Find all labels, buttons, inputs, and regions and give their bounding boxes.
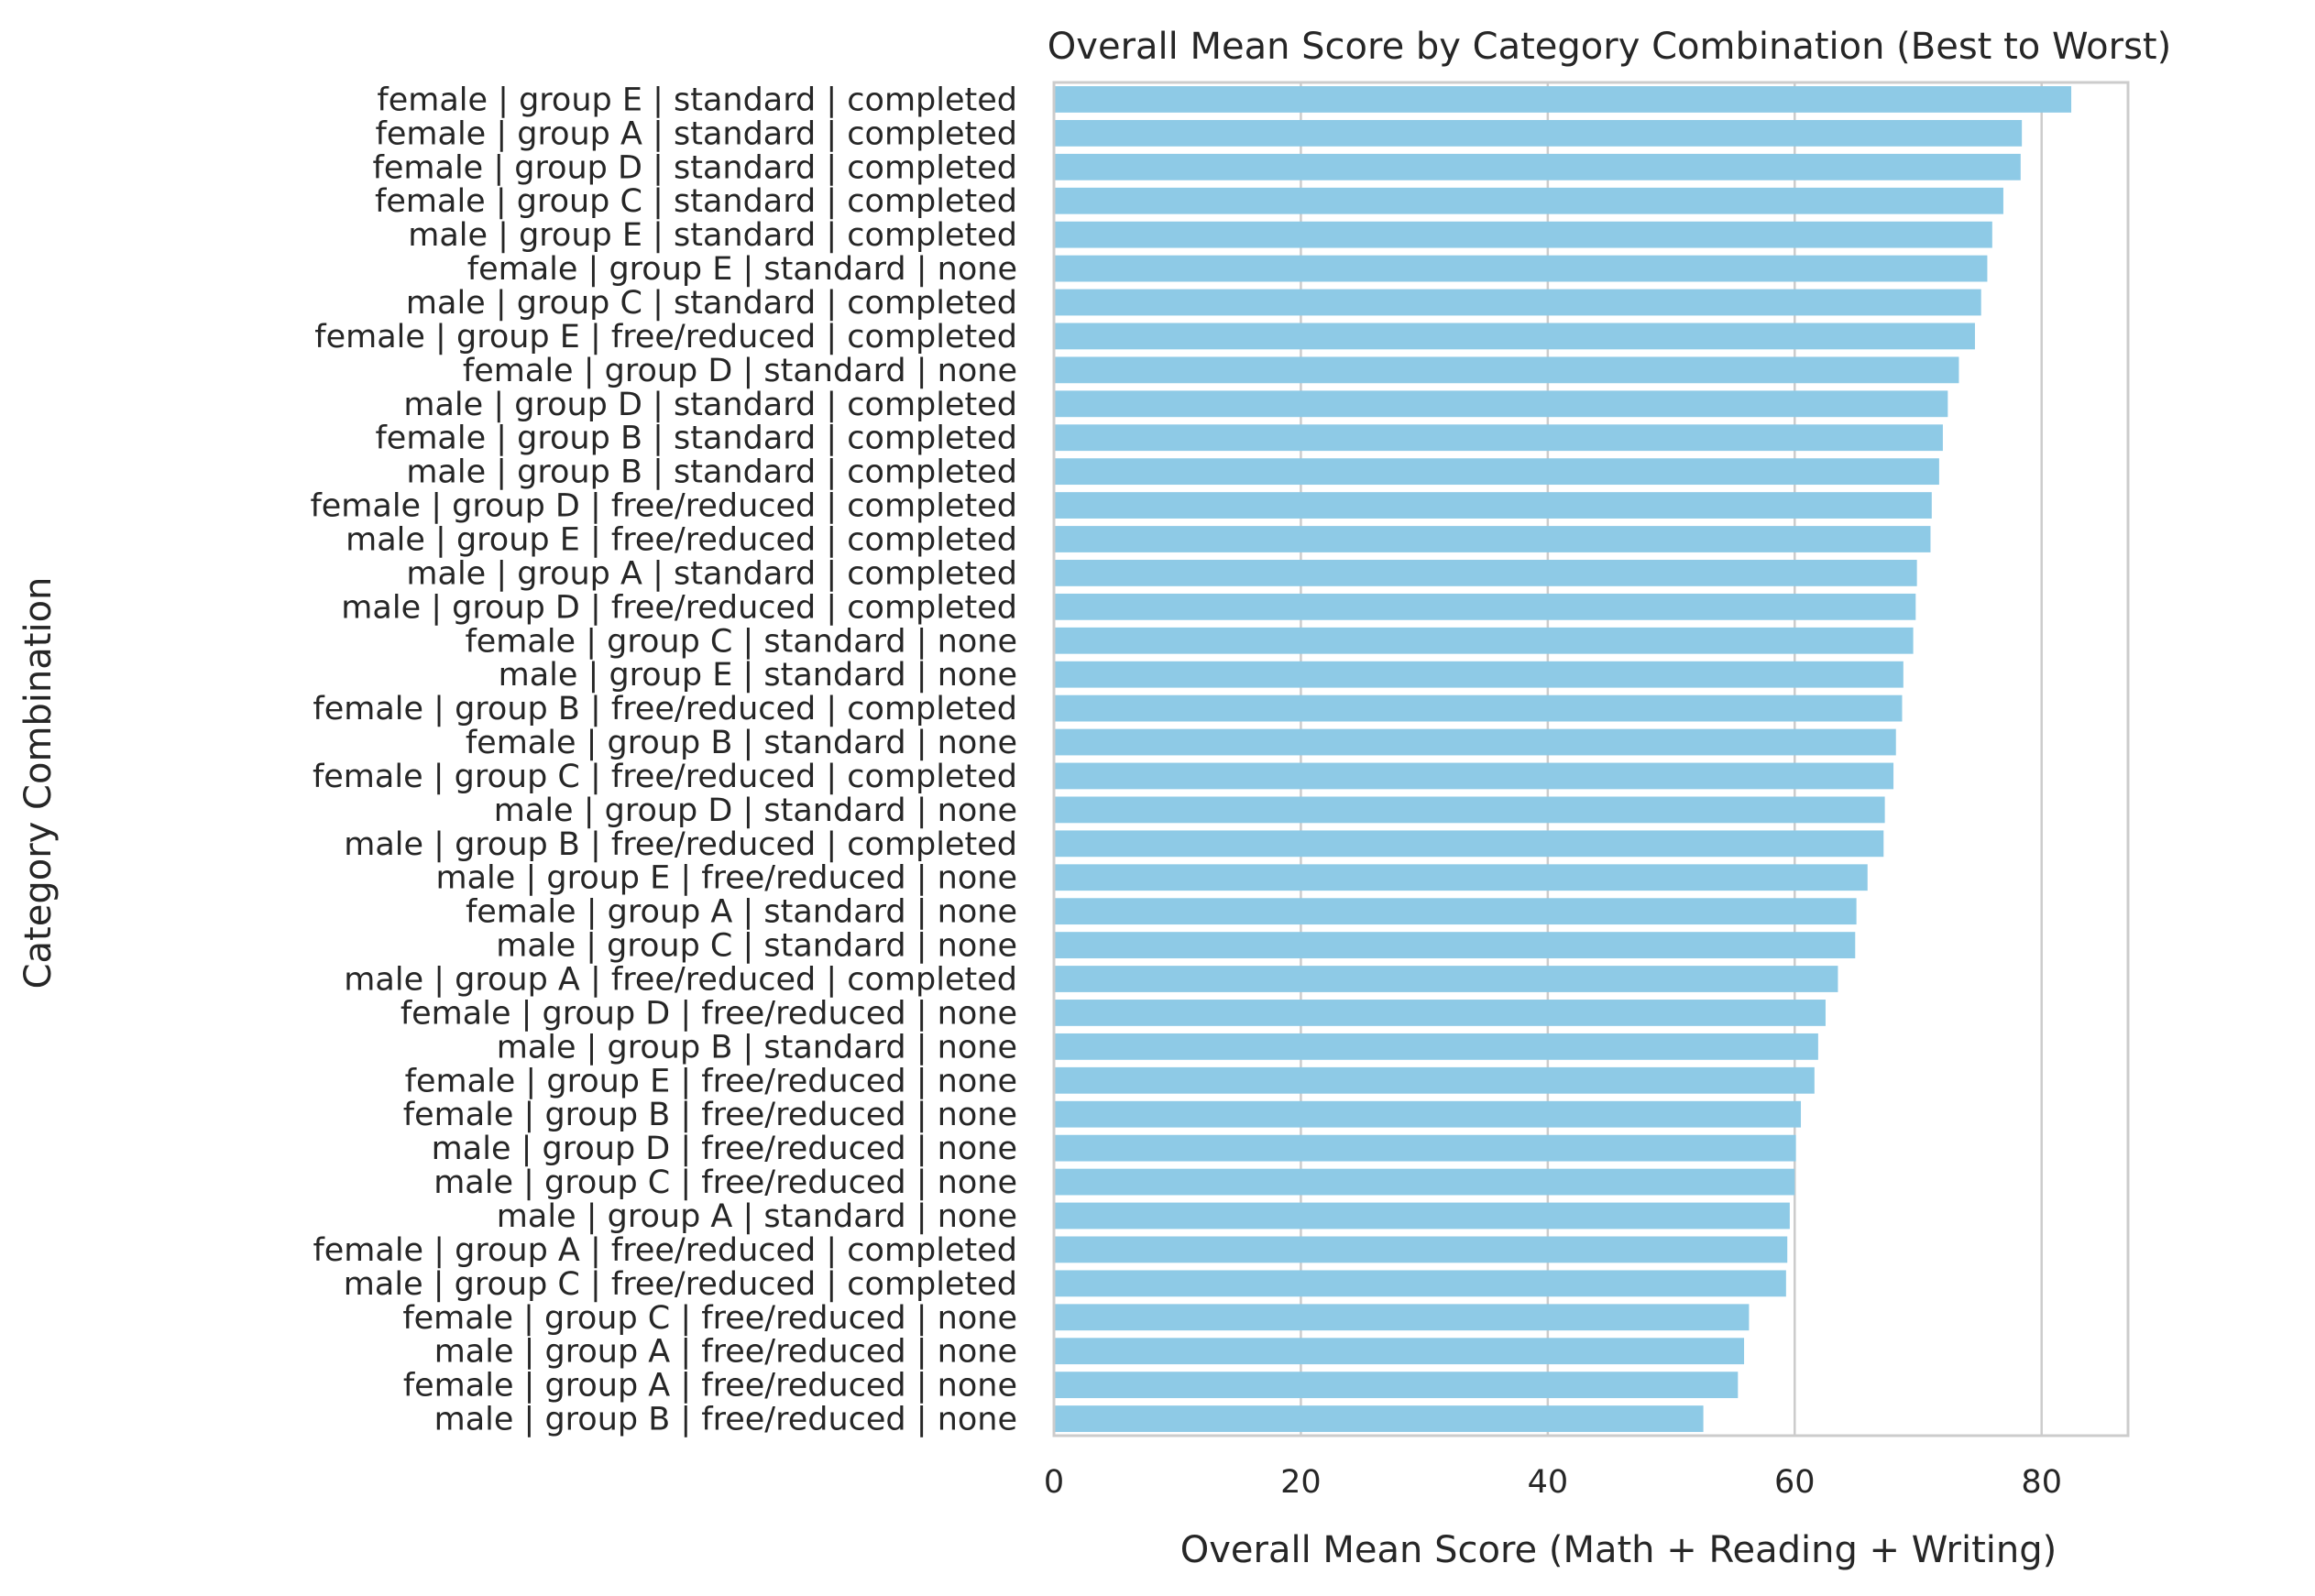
x-tick-label: 20: [1280, 1464, 1322, 1501]
x-tick-label: 0: [1044, 1464, 1064, 1501]
y-tick-label: female | group B | standard | none: [466, 725, 1017, 761]
y-tick-label: male | group A | free/reduced | complete…: [344, 962, 1017, 999]
bar: [1054, 627, 1914, 654]
bar: [1054, 424, 1943, 452]
bar: [1054, 458, 1939, 486]
bar: [1054, 1270, 1786, 1297]
y-tick-label: male | group E | free/reduced | complete…: [346, 521, 1017, 558]
bar: [1054, 86, 2072, 113]
y-tick-label: male | group C | free/reduced | complete…: [344, 1266, 1017, 1303]
y-tick-label: male | group D | standard | completed: [403, 387, 1017, 423]
bar: [1054, 1000, 1826, 1026]
bar: [1054, 694, 1903, 722]
x-tick-labels: 0 20 40 60 80: [1044, 1464, 2062, 1501]
bar: [1054, 1066, 1815, 1094]
bar: [1054, 390, 1948, 418]
y-tick-label: male | group C | standard | none: [496, 928, 1017, 965]
y-axis-title: Category Combination: [17, 577, 60, 989]
y-tick-label: female | group B | standard | completed: [375, 421, 1017, 457]
y-tick-label: male | group D | free/reduced | none: [432, 1131, 1017, 1167]
plot-frame: [1052, 81, 2130, 1437]
bar: [1054, 221, 1992, 248]
y-tick-label: female | group B | free/reduced | comple…: [313, 691, 1017, 727]
bar: [1054, 593, 1916, 620]
bar: [1054, 966, 1838, 992]
bar: [1054, 356, 1959, 384]
bar: [1054, 322, 1975, 350]
bar: [1054, 1202, 1790, 1230]
bar: [1054, 560, 1917, 586]
bar: [1054, 1033, 1818, 1060]
bar: [1054, 289, 1981, 316]
bar: [1054, 492, 1932, 519]
y-tick-label: male | group D | free/reduced | complete…: [341, 589, 1017, 626]
y-tick-label: female | group E | free/reduced | none: [405, 1063, 1017, 1099]
y-tick-label: female | group E | standard | completed: [377, 82, 1017, 118]
y-tick-label: female | group B | free/reduced | none: [403, 1097, 1017, 1133]
y-tick-label: female | group A | free/reduced | none: [403, 1368, 1017, 1405]
bar: [1054, 661, 1904, 688]
y-tick-label: female | group E | standard | none: [467, 251, 1017, 288]
y-tick-label: male | group B | standard | completed: [406, 454, 1017, 491]
y-tick-label: male | group A | standard | completed: [406, 555, 1017, 592]
y-tick-label: female | group C | standard | completed: [375, 183, 1017, 220]
y-tick-label: male | group B | free/reduced | complete…: [344, 826, 1017, 863]
bar: [1054, 1405, 1704, 1432]
y-tick-label: male | group A | standard | none: [497, 1198, 1017, 1235]
bar: [1054, 1100, 1802, 1128]
bar: [1054, 526, 1931, 552]
bar: [1054, 932, 1856, 958]
y-tick-label: female | group D | standard | none: [463, 353, 1017, 389]
bar: [1054, 796, 1885, 824]
y-tick-label: female | group C | free/reduced | none: [402, 1300, 1017, 1337]
bar: [1054, 119, 2023, 147]
y-tick-label: male | group D | standard | none: [494, 793, 1017, 829]
y-tick-label: female | group D | free/reduced | comple…: [310, 488, 1017, 525]
y-tick-label: male | group B | free/reduced | none: [434, 1402, 1017, 1438]
bar: [1054, 1236, 1788, 1263]
y-tick-label: male | group E | standard | completed: [408, 217, 1017, 254]
x-tick-label: 60: [1774, 1464, 1816, 1501]
y-tick-label: female | group A | free/reduced | comple…: [313, 1232, 1017, 1269]
y-tick-labels: female | group E | standard | completedf…: [310, 82, 1017, 1437]
y-tick-label: female | group A | standard | completed: [376, 115, 1017, 152]
y-tick-label: female | group C | standard | none: [465, 623, 1017, 660]
y-tick-label: male | group E | free/reduced | none: [436, 860, 1017, 897]
y-tick-label: male | group C | free/reduced | none: [433, 1164, 1017, 1201]
x-axis-title: Overall Mean Score (Math + Reading + Wri…: [1180, 1529, 2057, 1571]
y-tick-label: male | group A | free/reduced | none: [434, 1334, 1017, 1371]
y-tick-label: male | group E | standard | none: [499, 657, 1017, 694]
bar: [1054, 762, 1894, 790]
bar: [1054, 1338, 1745, 1365]
bar: [1054, 1168, 1795, 1196]
y-tick-label: female | group E | free/reduced | comple…: [314, 319, 1017, 355]
bar: [1054, 153, 2021, 180]
bar: [1054, 255, 1988, 282]
bar: [1054, 830, 1884, 858]
bar: [1054, 187, 2003, 214]
bar: [1054, 864, 1868, 891]
y-tick-label: female | group A | standard | none: [466, 894, 1017, 931]
bar: [1054, 1134, 1796, 1162]
y-tick-label: male | group C | standard | completed: [406, 285, 1017, 322]
y-tick-label: female | group D | standard | completed: [373, 149, 1017, 186]
bar: [1054, 728, 1896, 756]
chart-title: Overall Mean Score by Category Combinati…: [1048, 26, 2171, 68]
y-tick-label: male | group B | standard | none: [497, 1029, 1017, 1066]
bar: [1054, 1304, 1750, 1331]
y-tick-label: female | group C | free/reduced | comple…: [313, 759, 1017, 795]
y-tick-label: female | group D | free/reduced | none: [400, 995, 1017, 1032]
bar: [1054, 898, 1857, 925]
x-tick-label: 40: [1528, 1464, 1569, 1501]
x-tick-label: 80: [2021, 1464, 2062, 1501]
bars: [1054, 86, 2072, 1432]
gridlines: [1052, 82, 2043, 1436]
bar: [1054, 1372, 1739, 1399]
